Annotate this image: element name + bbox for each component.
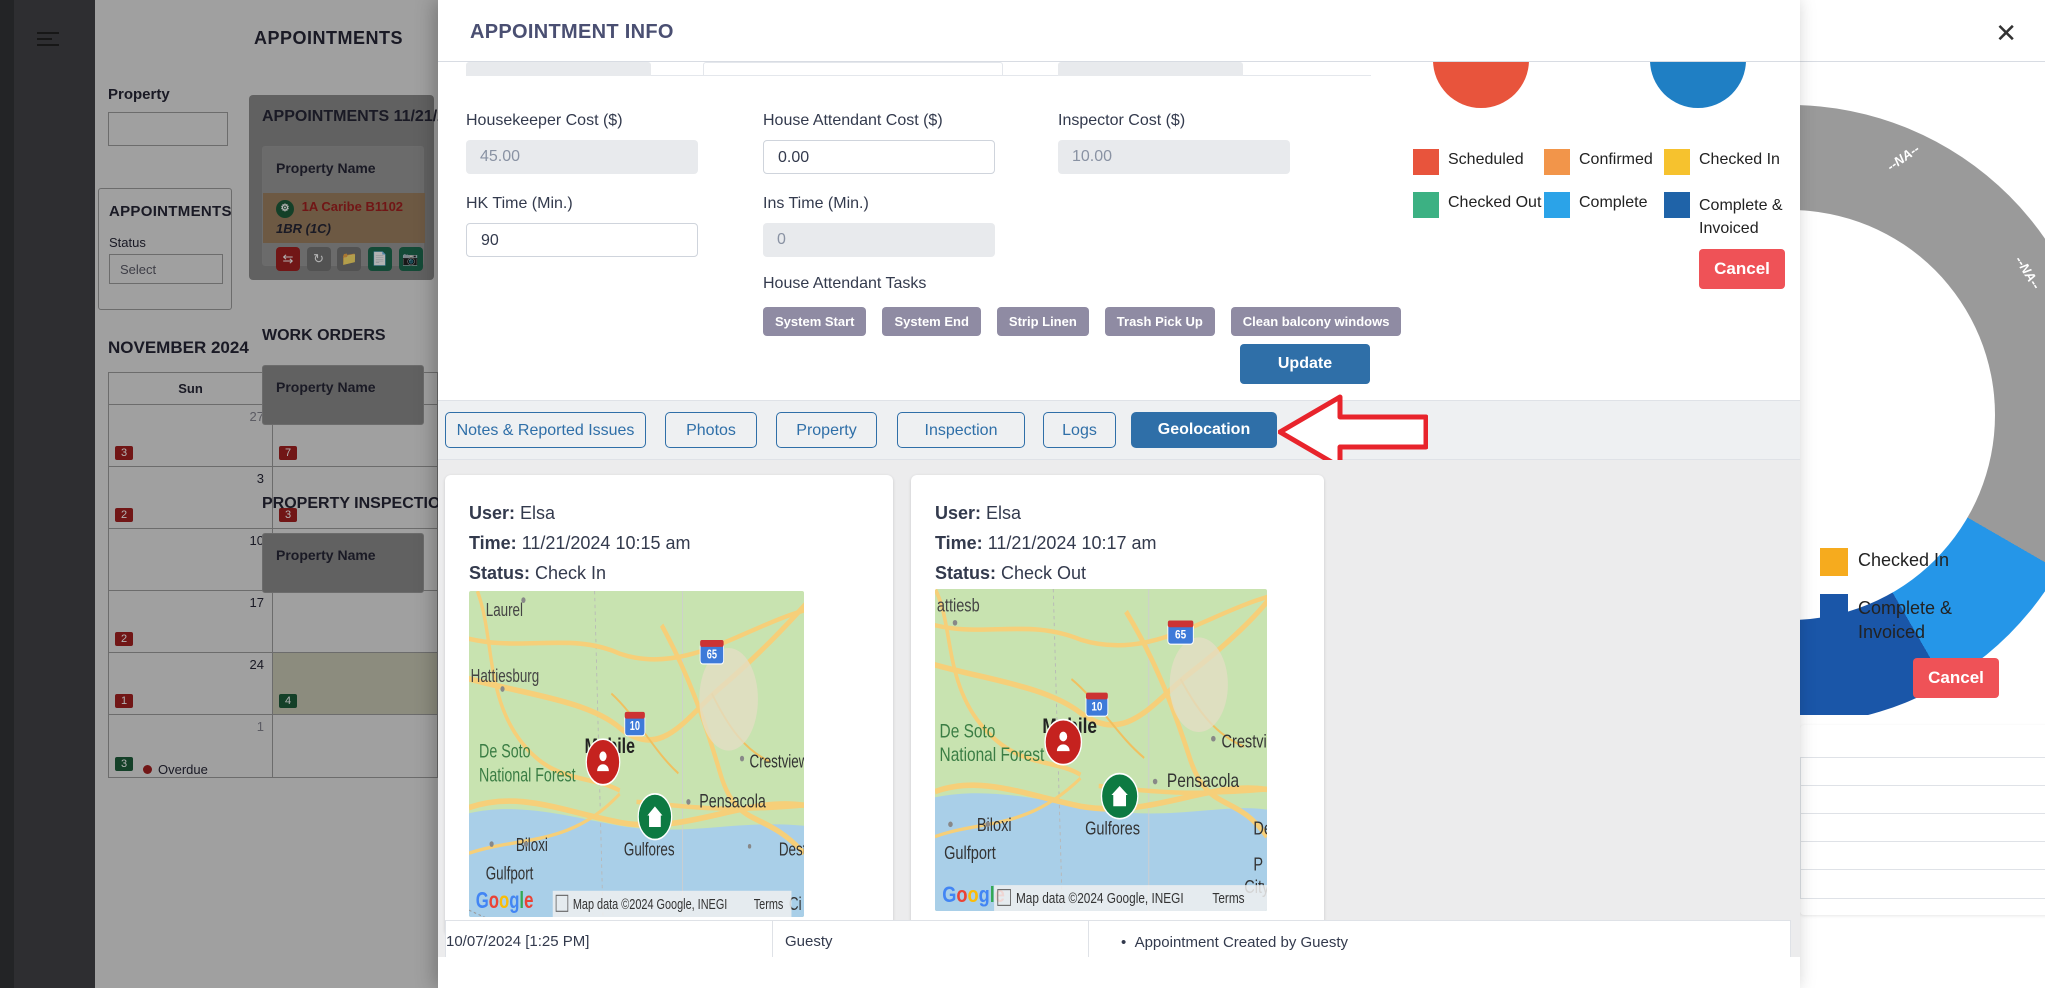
svg-text:Gulfport: Gulfport bbox=[486, 865, 534, 884]
svg-text:Pensacola: Pensacola bbox=[699, 790, 766, 812]
svg-text:65: 65 bbox=[707, 648, 717, 662]
svg-text:10: 10 bbox=[1091, 701, 1102, 714]
svg-text:Gulf​ores: Gulf​ores bbox=[624, 841, 675, 860]
svg-text:Destin: Destin bbox=[779, 841, 804, 860]
svg-text:National Forest: National Forest bbox=[940, 744, 1045, 766]
svg-text:De Soto: De Soto bbox=[940, 720, 996, 742]
svg-text:Map data ©2024 Google, INEGI: Map data ©2024 Google, INEGI bbox=[573, 895, 727, 912]
svg-text:Gulfport: Gulfport bbox=[944, 844, 996, 864]
svg-text:Gulf​ores: Gulf​ores bbox=[1085, 819, 1140, 839]
svg-text:Hattiesburg: Hattiesburg bbox=[471, 667, 540, 686]
svg-text:65: 65 bbox=[1175, 629, 1186, 642]
svg-text:Biloxi: Biloxi bbox=[977, 816, 1012, 836]
svg-text:Biloxi: Biloxi bbox=[516, 836, 548, 855]
svg-text:Pensacola: Pensacola bbox=[1167, 770, 1239, 792]
svg-text:10: 10 bbox=[630, 720, 640, 734]
svg-text:National Forest: National Forest bbox=[479, 764, 576, 786]
svg-text:Crestview: Crestview bbox=[1222, 732, 1267, 752]
svg-text:P: P bbox=[1253, 855, 1263, 875]
svg-text:attiesb: attiesb bbox=[937, 596, 980, 616]
svg-text:Crestview: Crestview bbox=[750, 753, 804, 772]
svg-text:Terms: Terms bbox=[1212, 890, 1244, 907]
svg-text:Map data ©2024 Google, INEGI: Map data ©2024 Google, INEGI bbox=[1016, 890, 1184, 907]
svg-text:Terms: Terms bbox=[754, 895, 784, 912]
svg-text:Laurel: Laurel bbox=[486, 601, 523, 620]
svg-text:Destin: Destin bbox=[1253, 819, 1267, 839]
svg-text:Google: Google bbox=[476, 889, 534, 914]
svg-text:De Soto: De Soto bbox=[479, 740, 530, 762]
